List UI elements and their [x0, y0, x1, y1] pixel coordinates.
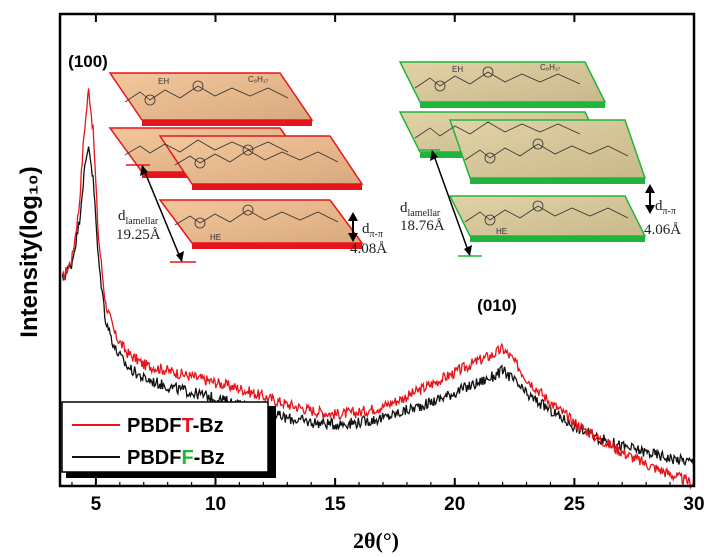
slab-green-4 — [448, 195, 647, 242]
x-tick-label-5: 5 — [91, 494, 102, 515]
green-lamellar-arrow — [431, 149, 471, 257]
green-d-lamellar-value: 18.76Å — [400, 218, 445, 234]
legend-label-pbdft: PBDFT-Bz — [127, 415, 224, 437]
x-axis-label: 2θ(°) — [353, 528, 399, 553]
slab-green-1 — [398, 61, 607, 108]
x-axis: 5 10 15 20 25 30 — [71, 14, 705, 515]
green-d-pi-value: 4.06Å — [644, 222, 681, 238]
green-d-pi: dπ-π — [655, 198, 676, 217]
red-eh-label: EH — [158, 77, 169, 86]
peak-label-010: (010) — [477, 296, 517, 315]
red-d-lamellar: dlamellar — [118, 208, 159, 227]
inset-pbdft-stack: EH HE C₈H₁₇ dlamellar 19.25Å dπ-π 4.08Å — [108, 72, 387, 263]
molecule-sketch-red — [124, 80, 339, 229]
peak-label-100: (100) — [68, 52, 108, 71]
series-line-pbdft-bz — [61, 88, 695, 491]
x-tick-label-30: 30 — [683, 494, 704, 515]
series-layer — [61, 88, 695, 491]
x-tick-label-10: 10 — [205, 494, 226, 515]
slab-red-1 — [108, 72, 314, 126]
legend: PBDFT-Bz PBDFF-Bz — [61, 401, 276, 478]
red-d-lamellar-value: 19.25Å — [116, 227, 161, 243]
molecule-sketch-green — [414, 66, 629, 226]
green-he-label: HE — [496, 227, 507, 236]
red-d-pi: dπ-π — [362, 221, 383, 240]
y-axis-label: Intensity(log₁₀) — [16, 166, 43, 337]
slab-red-4 — [158, 199, 364, 249]
x-tick-label-15: 15 — [325, 494, 347, 515]
inset-pbdff-stack: EH HE C₈H₁₇ dlamellar 18.76Å dπ-π 4.06Å — [398, 61, 681, 257]
green-sidechain-label: C₈H₁₇ — [540, 63, 561, 72]
legend-label-pbdff: PBDFF-Bz — [127, 447, 225, 469]
plot-frame — [58, 12, 696, 488]
red-lamellar-arrow — [141, 164, 183, 263]
green-d-lamellar: dlamellar — [400, 200, 441, 219]
red-he-label: HE — [210, 233, 221, 242]
red-sidechain-label: C₈H₁₇ — [248, 75, 269, 84]
slab-red-3 — [158, 135, 364, 190]
x-tick-label-25: 25 — [564, 494, 586, 515]
green-eh-label: EH — [452, 65, 463, 74]
red-d-pi-value: 4.08Å — [350, 241, 387, 257]
x-tick-label-20: 20 — [444, 494, 465, 515]
series-line-pbdff-bz — [61, 146, 695, 466]
slab-green-3 — [448, 119, 647, 184]
legend-box — [61, 401, 269, 473]
